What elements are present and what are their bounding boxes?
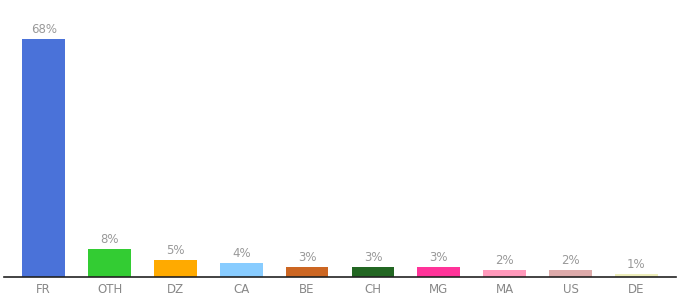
Bar <box>286 267 328 277</box>
Bar <box>22 39 65 277</box>
Bar <box>615 274 658 277</box>
Text: 8%: 8% <box>100 233 119 247</box>
Text: 1%: 1% <box>627 258 645 271</box>
Text: 68%: 68% <box>31 23 56 36</box>
Bar <box>483 270 526 277</box>
Bar <box>549 270 592 277</box>
Text: 3%: 3% <box>364 251 382 264</box>
Text: 3%: 3% <box>298 251 316 264</box>
Bar <box>418 267 460 277</box>
Bar <box>154 260 197 277</box>
Bar <box>88 249 131 277</box>
Text: 3%: 3% <box>430 251 448 264</box>
Bar <box>220 263 262 277</box>
Bar <box>352 267 394 277</box>
Text: 2%: 2% <box>561 254 580 268</box>
Text: 5%: 5% <box>166 244 185 257</box>
Text: 2%: 2% <box>495 254 514 268</box>
Text: 4%: 4% <box>232 248 250 260</box>
